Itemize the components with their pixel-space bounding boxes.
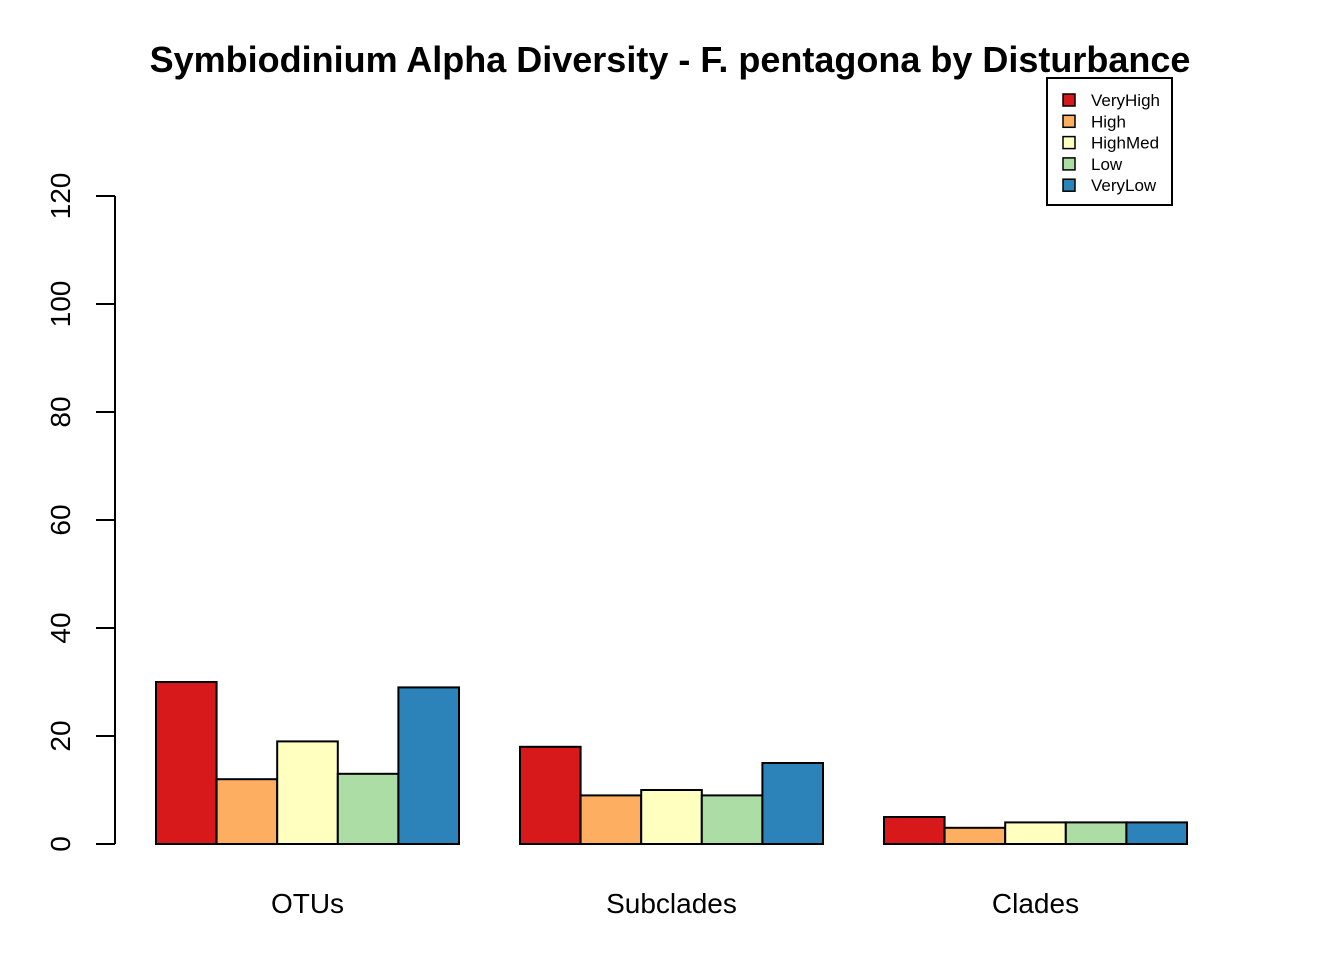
- y-tick-label: 20: [45, 720, 76, 751]
- bar-groups: [155, 681, 1189, 846]
- legend-swatch: [1062, 114, 1076, 129]
- y-tick-label: 80: [45, 396, 76, 427]
- legend-label: VeryLow: [1091, 176, 1157, 195]
- legend-swatch: [1062, 157, 1076, 171]
- bar-veryhigh-subclades: [519, 745, 582, 845]
- category-label: OTUs: [271, 888, 344, 919]
- bar-group-otus: [155, 681, 460, 846]
- y-tick-label: 40: [45, 612, 76, 643]
- legend-swatch: [1062, 178, 1076, 192]
- legend-item-veryhigh: VeryHigh: [1062, 91, 1160, 110]
- bar-veryhigh-clades: [883, 816, 946, 845]
- legend-label: VeryHigh: [1091, 91, 1160, 110]
- category-label: Clades: [992, 888, 1079, 919]
- chart-title: Symbiodinium Alpha Diversity - F. pentag…: [150, 39, 1191, 80]
- category-labels: OTUs Subclades Clades: [271, 888, 1079, 919]
- bar-high-otus: [215, 778, 279, 846]
- legend-item-high: High: [1062, 112, 1126, 131]
- legend-label: High: [1091, 112, 1126, 131]
- y-tick-label: 100: [45, 281, 76, 328]
- bar-high-subclades: [579, 794, 643, 846]
- legend-swatch: [1062, 135, 1076, 150]
- bar-highmed-otus: [276, 740, 339, 846]
- bar-verylow-clades: [1125, 821, 1189, 846]
- legend: VeryHigh High HighMed Low VeryLow: [1046, 77, 1173, 206]
- legend-item-low: Low: [1062, 155, 1123, 174]
- y-axis: 0 20 40 60 80 100 120: [45, 173, 116, 852]
- y-tick-label: 60: [45, 504, 76, 535]
- legend-item-verylow: VeryLow: [1062, 176, 1157, 195]
- bar-low-clades: [1064, 821, 1128, 846]
- legend-label: HighMed: [1091, 134, 1159, 153]
- bar-veryhigh-otus: [155, 681, 218, 845]
- category-label: Subclades: [606, 888, 737, 919]
- legend-item-highmed: HighMed: [1062, 134, 1159, 153]
- bar-high-clades: [943, 826, 1007, 845]
- bar-highmed-clades: [1004, 821, 1067, 846]
- bar-group-subclades: [519, 745, 825, 846]
- bar-low-otus: [336, 772, 400, 845]
- bar-verylow-subclades: [761, 762, 825, 845]
- legend-swatch: [1062, 93, 1076, 107]
- y-tick-label: 0: [45, 836, 76, 852]
- y-tick-label: 120: [45, 173, 76, 220]
- bar-highmed-subclades: [640, 789, 703, 845]
- bar-verylow-otus: [397, 686, 460, 846]
- bar-low-subclades: [700, 794, 764, 846]
- legend-label: Low: [1091, 155, 1123, 174]
- bar-group-clades: [883, 816, 1189, 846]
